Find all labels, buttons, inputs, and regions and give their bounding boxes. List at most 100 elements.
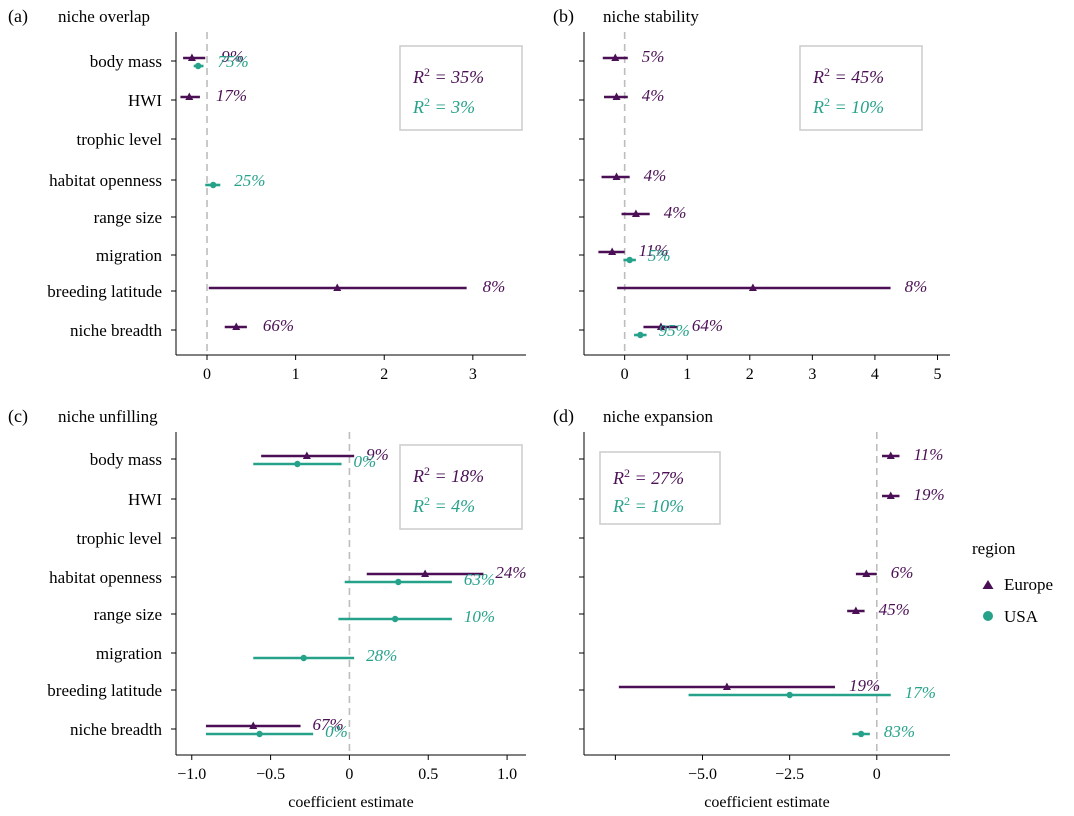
x-tick-label: −2.5 xyxy=(775,766,804,783)
estimate-point-europe xyxy=(886,451,895,459)
x-tick-label: 0.5 xyxy=(418,766,438,783)
estimate-point-europe xyxy=(333,283,342,291)
percent-label-europe: 45% xyxy=(879,600,910,619)
percent-label-usa: 0% xyxy=(325,722,348,741)
percent-label-europe: 4% xyxy=(664,203,687,222)
x-tick-label: 0 xyxy=(345,766,353,783)
x-tick-label: 3 xyxy=(469,366,477,383)
panel-letter: (d) xyxy=(553,406,574,427)
panel-0: (a) niche overlap body mass HWI trophic leve… xyxy=(8,6,526,383)
legend-title: region xyxy=(972,539,1016,558)
r2-usa: R2 = 10% xyxy=(612,494,684,516)
estimate-point-europe xyxy=(232,322,241,330)
category-label: range size xyxy=(94,208,162,227)
r2-box xyxy=(399,444,523,530)
panel-letter: (c) xyxy=(8,406,28,427)
category-label: range size xyxy=(94,605,162,624)
r2-usa: R2 = 4% xyxy=(412,494,475,516)
x-tick-label: 0 xyxy=(873,766,881,783)
percent-label-europe: 4% xyxy=(642,86,665,105)
percent-label-usa: 5% xyxy=(648,246,671,265)
percent-label-usa: 28% xyxy=(366,646,397,665)
estimate-point-usa xyxy=(210,181,217,189)
percent-label-usa: 95% xyxy=(659,321,690,340)
legend-europe-label: Europe xyxy=(1004,575,1053,594)
x-tick-label: −1.0 xyxy=(177,766,206,783)
percent-label-europe: 19% xyxy=(913,485,944,504)
x-tick-label: 0 xyxy=(203,366,211,383)
estimate-point-usa xyxy=(294,460,301,468)
estimate-point-europe xyxy=(302,451,311,459)
x-tick-label: −0.5 xyxy=(256,766,285,783)
percent-label-usa: 17% xyxy=(905,683,936,702)
x-axis-label: coefficient estimate xyxy=(704,794,829,811)
percent-label-europe: 24% xyxy=(495,563,526,582)
percent-label-europe: 11% xyxy=(913,445,943,464)
estimate-point-europe xyxy=(862,569,871,577)
category-label: niche breadth xyxy=(70,720,163,739)
legend-usa-label: USA xyxy=(1004,607,1039,626)
x-tick-label: 3 xyxy=(808,366,816,383)
panel-title: niche unfilling xyxy=(58,407,158,426)
category-label: habitat openness xyxy=(49,568,162,587)
category-label: trophic level xyxy=(77,130,163,149)
percent-label-europe: 9% xyxy=(366,445,389,464)
r2-europe: R2 = 27% xyxy=(612,466,684,488)
category-label: migration xyxy=(96,644,163,663)
estimate-point-europe xyxy=(612,172,621,180)
legend-usa-icon xyxy=(983,611,993,621)
r2-europe: R2 = 35% xyxy=(412,65,484,87)
category-label: habitat openness xyxy=(49,171,162,190)
percent-label-europe: 11% xyxy=(639,241,669,260)
panel-title: niche overlap xyxy=(58,7,150,26)
estimate-point-europe xyxy=(631,209,640,217)
percent-label-europe: 5% xyxy=(642,47,665,66)
x-tick-label: 0 xyxy=(621,366,629,383)
x-tick-label: 2 xyxy=(380,366,388,383)
percent-label-europe: 9% xyxy=(221,47,244,66)
r2-usa: R2 = 3% xyxy=(412,95,475,117)
x-tick-label: 5 xyxy=(933,366,941,383)
estimate-point-europe xyxy=(656,322,665,330)
x-tick-label: 1 xyxy=(683,366,691,383)
percent-label-europe: 66% xyxy=(263,316,294,335)
percent-label-europe: 6% xyxy=(891,563,914,582)
estimate-point-europe xyxy=(612,92,621,100)
percent-label-usa: 75% xyxy=(217,52,248,71)
panel-title: niche expansion xyxy=(603,407,713,426)
estimate-point-usa xyxy=(300,654,307,662)
r2-box xyxy=(599,451,721,525)
percent-label-usa: 83% xyxy=(884,722,915,741)
percent-label-usa: 0% xyxy=(354,452,377,471)
panel-1: (b) niche stability 0 1 2 3 4 5 R2 = 45% R2 = 10%… xyxy=(553,6,950,383)
panel-3: (d) niche expansion −5.0 −2.5 0 coefficient e… xyxy=(553,406,950,811)
category-label: breeding latitude xyxy=(47,681,162,700)
panels: (a) niche overlap body mass HWI trophic leve… xyxy=(8,6,950,811)
legend-europe-icon xyxy=(982,580,994,589)
percent-label-europe: 8% xyxy=(905,277,928,296)
category-label: body mass xyxy=(90,450,162,469)
percent-label-usa: 10% xyxy=(464,607,495,626)
r2-europe: R2 = 45% xyxy=(812,65,884,87)
percent-label-europe: 67% xyxy=(313,715,344,734)
percent-label-europe: 19% xyxy=(849,676,880,695)
estimate-point-europe xyxy=(611,53,620,61)
category-label: HWI xyxy=(128,490,162,509)
estimate-point-europe xyxy=(851,606,860,614)
percent-label-europe: 4% xyxy=(644,166,667,185)
category-label: trophic level xyxy=(77,529,163,548)
estimate-point-europe xyxy=(185,92,194,100)
estimate-point-europe xyxy=(748,283,757,291)
estimate-point-usa xyxy=(786,691,793,699)
estimate-point-usa xyxy=(256,730,263,738)
percent-label-usa: 25% xyxy=(234,171,265,190)
category-label: niche breadth xyxy=(70,321,163,340)
estimate-point-usa xyxy=(194,62,202,70)
legend: region Europe USA xyxy=(972,539,1053,626)
estimate-point-usa xyxy=(637,331,644,339)
x-tick-label: −5.0 xyxy=(688,766,717,783)
panel-2: (c) niche unfilling body mass HWI trophic le… xyxy=(8,406,527,811)
x-axis-label: coefficient estimate xyxy=(288,794,413,811)
category-label: breeding latitude xyxy=(47,282,162,301)
